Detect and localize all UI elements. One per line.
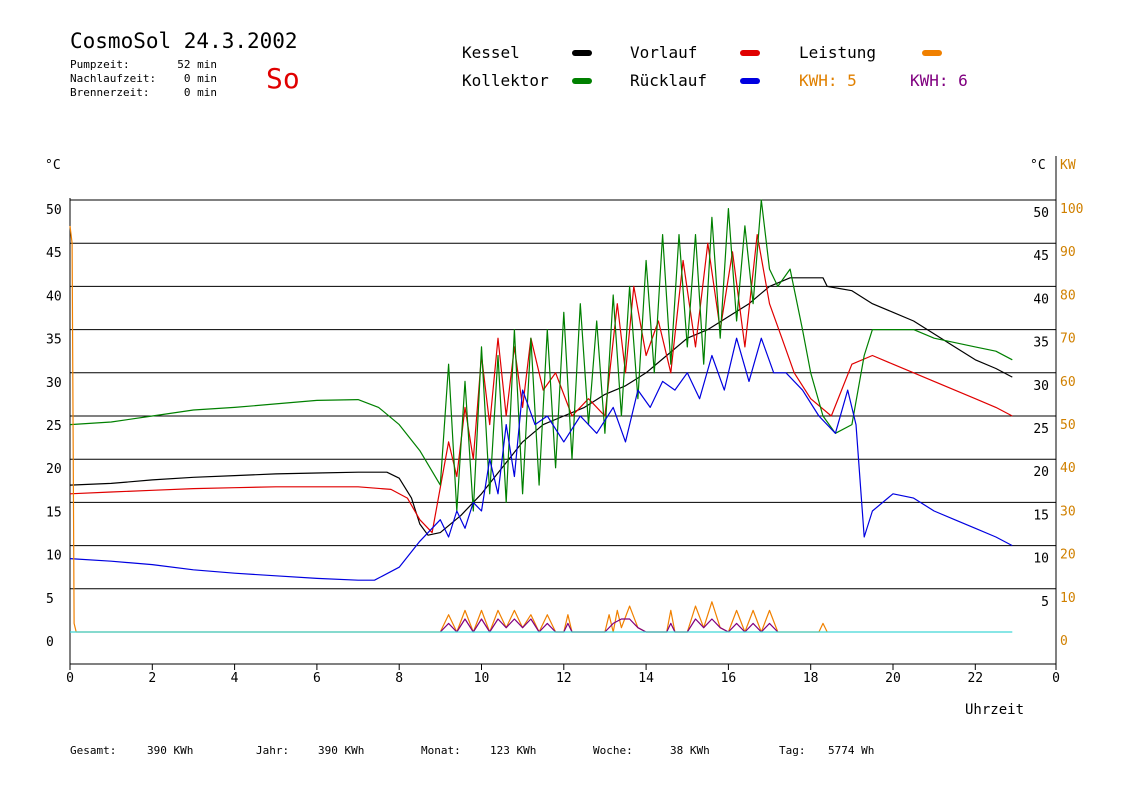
y2-tick-label-20: 20 (1060, 548, 1076, 563)
stat-label-brennerzeit: Brennerzeit: (70, 86, 150, 99)
y-tick-label-20: 20 (46, 462, 62, 477)
y-tick-label-30: 30 (46, 376, 62, 391)
legend-label-kwh5: KWH: 5 (799, 71, 857, 90)
x-tick-label-11: 22 (967, 671, 983, 686)
x-tick-label-6: 12 (556, 671, 572, 686)
chart-series (69, 199, 1013, 633)
footer-value-monat: 123 KWh (490, 744, 537, 757)
footer-label-monat: Monat: (421, 744, 461, 757)
x-tick-label-1: 2 (148, 671, 156, 686)
footer-label-tag: Tag: (779, 744, 806, 757)
legend-label-vorlauf: Vorlauf (630, 43, 698, 62)
y-right-tick-label-5: 5 (1041, 595, 1049, 610)
legend-swatch-kollektor (572, 78, 592, 84)
footer-label-jahr: Jahr: (256, 744, 290, 757)
legend-swatch-kessel (572, 50, 592, 56)
series-line-vorlauf (69, 234, 1013, 534)
series-line-kessel (69, 277, 1013, 536)
chart-axes: 0510152025303540455051015202530354045500… (46, 156, 1083, 686)
x-tick-label-9: 18 (803, 671, 819, 686)
x-tick-label-2: 4 (231, 671, 239, 686)
y2-tick-label-0: 0 (1060, 634, 1068, 649)
y-tick-label-25: 25 (46, 419, 62, 434)
stat-value-brennerzeit: 0 min (183, 86, 217, 99)
stat-value-pumpzeit: 52 min (177, 58, 217, 71)
legend-swatch-leistung (922, 50, 942, 56)
y-tick-label-40: 40 (46, 289, 62, 304)
series-line-kollektor (69, 199, 1013, 512)
footer-label-woche: Woche: (593, 744, 633, 757)
stat-label-pumpzeit: Pumpzeit: (70, 58, 130, 71)
y2-tick-label-70: 70 (1060, 332, 1076, 347)
x-tick-label-5: 10 (474, 671, 490, 686)
y-tick-label-0: 0 (46, 635, 54, 650)
footer-label-gesamt: Gesamt: (70, 744, 117, 757)
y-right-tick-label-20: 20 (1033, 465, 1049, 480)
y-tick-label-35: 35 (46, 333, 62, 348)
y-right-tick-label-30: 30 (1033, 379, 1049, 394)
x-tick-label-7: 14 (638, 671, 654, 686)
series-line-kwh-6 (439, 618, 779, 633)
y2-tick-label-90: 90 (1060, 245, 1076, 260)
y-right-tick-label-35: 35 (1033, 336, 1049, 351)
legend-label-kollektor: Kollektor (462, 71, 549, 90)
x-tick-label-8: 16 (721, 671, 737, 686)
y2-tick-label-50: 50 (1060, 418, 1076, 433)
y-tick-label-50: 50 (46, 203, 62, 218)
y2-tick-label-10: 10 (1060, 591, 1076, 606)
y2-tick-label-30: 30 (1060, 504, 1076, 519)
y-right-tick-label-45: 45 (1033, 249, 1049, 264)
x-tick-label-12: 0 (1052, 671, 1060, 686)
legend-label-leistung: Leistung (799, 43, 877, 62)
y-tick-label-15: 15 (46, 505, 62, 520)
y2-tick-label-40: 40 (1060, 461, 1076, 476)
x-tick-label-10: 20 (885, 671, 901, 686)
left-axis-unit: °C (45, 158, 61, 173)
footer-value-woche: 38 KWh (670, 744, 710, 757)
x-tick-label-0: 0 (66, 671, 74, 686)
chart-grid (70, 199, 1056, 590)
x-axis-label: Uhrzeit (965, 702, 1024, 718)
y-tick-label-5: 5 (46, 592, 54, 607)
legend-label-ruecklauf: Rücklauf (630, 71, 708, 90)
stat-value-nachlaufzeit: 0 min (183, 72, 217, 85)
series-line-r-cklauf (69, 337, 1013, 581)
y-tick-label-45: 45 (46, 246, 62, 261)
legend-swatch-vorlauf (740, 50, 760, 56)
x-tick-label-4: 8 (395, 671, 403, 686)
y-right-tick-label-10: 10 (1033, 552, 1049, 567)
legend-label-kessel: Kessel (462, 43, 520, 62)
y2-tick-label-80: 80 (1060, 288, 1076, 303)
y-tick-label-10: 10 (46, 549, 62, 564)
y2-tick-label-60: 60 (1060, 375, 1076, 390)
weekday-label: So (266, 62, 300, 95)
footer-value-jahr: 390 KWh (318, 744, 365, 757)
legend-label-kwh6: KWH: 6 (910, 71, 968, 90)
y-right-tick-label-40: 40 (1033, 292, 1049, 307)
footer-value-gesamt: 390 KWh (147, 744, 194, 757)
y-right-tick-label-50: 50 (1033, 206, 1049, 221)
right-axis-unit: °C (1030, 158, 1046, 173)
footer-value-tag: 5774 Wh (828, 744, 875, 757)
y2-tick-label-100: 100 (1060, 202, 1083, 217)
chart-title: CosmoSol 24.3.2002 (70, 29, 298, 53)
legend-swatch-ruecklauf (740, 78, 760, 84)
right-axis-unit-kw: KW (1060, 158, 1076, 173)
y-right-tick-label-25: 25 (1033, 422, 1049, 437)
y-right-tick-label-15: 15 (1033, 508, 1049, 523)
stat-label-nachlaufzeit: Nachlaufzeit: (70, 72, 157, 85)
x-tick-label-3: 6 (313, 671, 321, 686)
